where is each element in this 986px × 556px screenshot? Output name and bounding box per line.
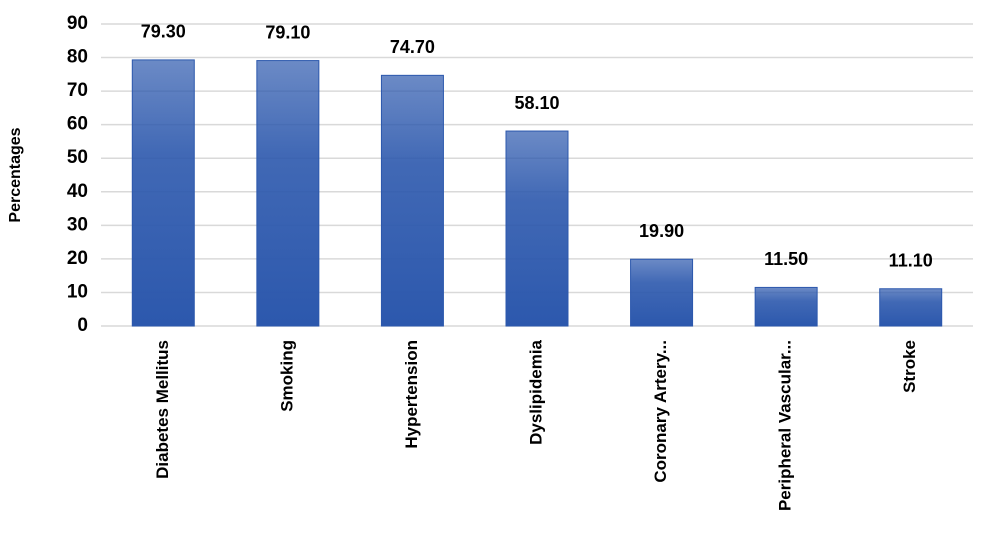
x-tick-label: Dyslipidemia	[526, 339, 545, 444]
x-tick-label: Smoking	[277, 340, 296, 412]
bar	[879, 288, 943, 327]
bar	[630, 258, 694, 327]
y-tick-label: 70	[67, 80, 88, 101]
y-tick-label: 10	[67, 281, 88, 302]
y-tick-label: 50	[67, 147, 88, 168]
value-label: 19.90	[639, 221, 684, 241]
value-label: 79.10	[265, 22, 310, 42]
y-tick-label: 30	[67, 214, 88, 235]
value-label: 58.10	[514, 93, 559, 113]
x-tick-label: Coronary Artery...	[651, 340, 670, 483]
y-tick-label: 0	[77, 315, 88, 336]
y-tick-label: 40	[67, 181, 88, 202]
x-tick-label: Hypertension	[402, 340, 421, 449]
x-tick-label: Stroke	[900, 340, 919, 393]
bar	[131, 59, 195, 327]
y-tick-label: 20	[67, 248, 88, 269]
y-axis-title: Percentages	[7, 127, 24, 222]
bar	[380, 74, 444, 327]
value-label: 11.10	[889, 251, 933, 271]
value-label: 74.70	[390, 37, 435, 57]
bar	[754, 286, 818, 327]
x-tick-label: Diabetes Mellitus	[153, 340, 172, 479]
value-label: 79.30	[141, 22, 186, 42]
bar	[505, 130, 569, 327]
value-label: 11.50	[764, 249, 808, 269]
y-tick-label: 90	[67, 13, 88, 34]
y-tick-label: 60	[67, 114, 88, 135]
y-tick-label: 80	[67, 47, 88, 68]
x-tick-label: Peripheral Vascular...	[776, 340, 795, 511]
bar	[256, 60, 320, 327]
